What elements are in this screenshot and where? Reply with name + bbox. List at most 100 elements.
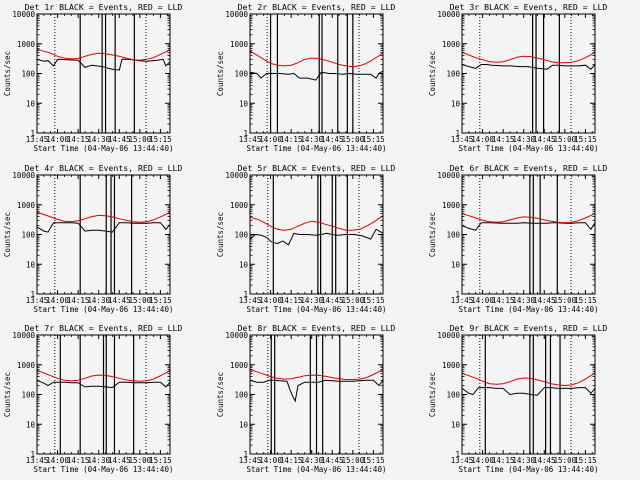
x-tick-label: 14:45 — [108, 456, 131, 465]
x-tick-label: 13:45 — [451, 135, 474, 144]
y-axis-label: Counts/sec — [428, 212, 437, 257]
y-axis-label: Counts/sec — [3, 212, 12, 257]
panel-title: Det 6r BLACK = Events, RED = LLD — [450, 163, 608, 173]
y-tick-label: 10000 — [225, 331, 248, 340]
y-tick-label: 1 — [243, 129, 248, 138]
x-tick-label: 14:15 — [67, 296, 90, 305]
y-tick-label: 10 — [26, 99, 36, 108]
y-tick-label: 1 — [243, 450, 248, 459]
panel-title: Det 3r BLACK = Events, RED = LLD — [450, 2, 608, 12]
y-tick-label: 10 — [239, 99, 249, 108]
y-tick-label: 10000 — [437, 171, 460, 180]
y-tick-label: 1000 — [442, 40, 461, 49]
series-line-lld — [249, 368, 384, 380]
x-axis-label: Start Time (04-May-06 13:44:40) — [34, 465, 174, 474]
y-tick-label: 1000 — [17, 40, 36, 49]
x-tick-label: 14:15 — [492, 456, 515, 465]
x-axis-label: Start Time (04-May-06 13:44:40) — [247, 465, 387, 474]
panel-title: Det 4r BLACK = Events, RED = LLD — [25, 163, 183, 173]
y-tick-label: 100 — [21, 231, 35, 240]
x-tick-label: 14:00 — [46, 296, 69, 305]
y-tick-label: 10 — [451, 99, 461, 108]
x-tick-label: 15:15 — [362, 296, 385, 305]
series-line-lld — [36, 211, 171, 223]
series-line-events — [461, 64, 596, 70]
plot-panel-4: Det 4r BLACK = Events, RED = LLD 1 10 100 10… — [3, 163, 182, 314]
series-line-lld — [249, 215, 384, 231]
x-tick-label: 14:45 — [321, 135, 344, 144]
y-tick-label: 10 — [26, 260, 36, 269]
x-tick-label: 15:00 — [342, 456, 365, 465]
y-tick-label: 1000 — [230, 361, 249, 370]
x-tick-label: 14:00 — [46, 135, 69, 144]
plot-frame — [36, 13, 171, 134]
x-tick-label: 14:45 — [533, 296, 556, 305]
panel-title: Det 2r BLACK = Events, RED = LLD — [238, 2, 396, 12]
y-axis-label: Counts/sec — [428, 51, 437, 96]
x-tick-label: 14:15 — [280, 456, 303, 465]
x-tick-label: 14:15 — [67, 135, 90, 144]
x-tick-label: 14:30 — [87, 135, 110, 144]
plot-panel-7: Det 7r BLACK = Events, RED = LLD 1 10 100 10… — [3, 323, 182, 474]
series-line-lld — [461, 51, 596, 64]
x-tick-label: 15:15 — [149, 135, 172, 144]
y-tick-label: 10000 — [437, 331, 460, 340]
y-tick-label: 10000 — [225, 10, 248, 19]
y-tick-label: 10000 — [12, 171, 35, 180]
plot-panel-9: Det 9r BLACK = Events, RED = LLD 1 10 100 10… — [428, 323, 607, 474]
y-tick-label: 100 — [234, 231, 248, 240]
x-tick-label: 15:00 — [129, 456, 152, 465]
plot-panel-6: Det 6r BLACK = Events, RED = LLD 1 10 100 10… — [428, 163, 607, 314]
plot-panel-2: Det 2r BLACK = Events, RED = LLD 1 10 100 10… — [216, 2, 395, 153]
series-line-events — [36, 379, 171, 389]
series-line-events — [36, 222, 171, 233]
x-tick-label: 15:00 — [554, 135, 577, 144]
x-tick-label: 14:00 — [471, 456, 494, 465]
y-tick-label: 10 — [451, 260, 461, 269]
x-tick-label: 14:45 — [108, 296, 131, 305]
series-line-lld — [461, 212, 596, 224]
plot-frame — [461, 174, 596, 295]
x-tick-label: 14:30 — [512, 296, 535, 305]
x-tick-label: 14:45 — [321, 296, 344, 305]
y-tick-label: 100 — [446, 70, 460, 79]
y-tick-label: 10 — [239, 260, 249, 269]
y-tick-label: 10000 — [437, 10, 460, 19]
x-tick-label: 13:45 — [451, 296, 474, 305]
y-tick-label: 1 — [30, 290, 35, 299]
series-line-events — [36, 58, 171, 71]
x-tick-label: 14:45 — [533, 456, 556, 465]
y-axis-label: Counts/sec — [3, 51, 12, 96]
series-line-lld — [249, 50, 384, 68]
x-tick-label: 14:30 — [512, 456, 535, 465]
x-tick-label: 15:15 — [362, 456, 385, 465]
x-axis-label: Start Time (04-May-06 13:44:40) — [459, 465, 599, 474]
x-tick-label: 13:45 — [239, 135, 262, 144]
y-tick-label: 1000 — [230, 40, 249, 49]
x-tick-label: 14:30 — [87, 296, 110, 305]
x-axis-label: Start Time (04-May-06 13:44:40) — [459, 144, 599, 153]
series-line-lld — [36, 48, 171, 61]
plot-panel-8: Det 8r BLACK = Events, RED = LLD 1 10 100 10… — [216, 323, 395, 474]
series-line-lld — [461, 372, 596, 387]
series-line-events — [249, 379, 384, 403]
x-axis-label: Start Time (04-May-06 13:44:40) — [459, 305, 599, 314]
x-axis-label: Start Time (04-May-06 13:44:40) — [34, 144, 174, 153]
y-tick-label: 100 — [21, 70, 35, 79]
series-line-events — [249, 70, 384, 81]
x-tick-label: 14:45 — [533, 135, 556, 144]
series-line-events — [249, 228, 384, 246]
y-tick-label: 1000 — [230, 201, 249, 210]
y-axis-label: Counts/sec — [428, 372, 437, 417]
y-tick-label: 100 — [21, 391, 35, 400]
series-line-lld — [36, 369, 171, 382]
x-tick-label: 13:45 — [26, 135, 49, 144]
series-line-events — [461, 222, 596, 231]
y-tick-label: 1000 — [442, 201, 461, 210]
panel-title: Det 7r BLACK = Events, RED = LLD — [25, 323, 183, 333]
x-tick-label: 14:15 — [280, 296, 303, 305]
y-tick-label: 1000 — [442, 361, 461, 370]
x-tick-label: 14:00 — [259, 296, 282, 305]
x-tick-label: 15:00 — [554, 456, 577, 465]
